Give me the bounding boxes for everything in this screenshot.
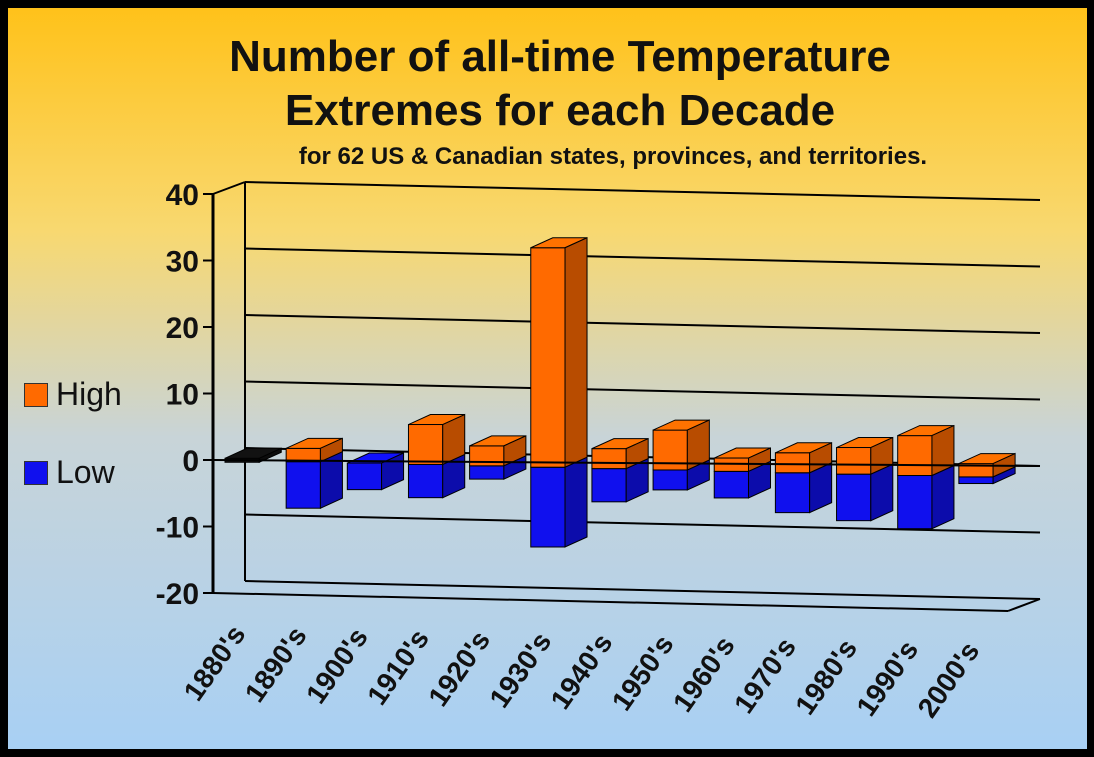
- bar-low: [469, 465, 505, 480]
- gridline: [244, 247, 1041, 268]
- x-tick-label: 1920's: [422, 625, 496, 712]
- y-tick-label: -10: [156, 512, 199, 545]
- y-tick-label: 10: [166, 379, 199, 412]
- x-tick-label: 1910's: [361, 624, 435, 711]
- legend-label-high: High: [56, 376, 122, 412]
- bar-high-side: [686, 419, 710, 471]
- x-tick-label: 1890's: [239, 621, 313, 708]
- bar-low-side: [564, 456, 588, 548]
- y-tick-label: 0: [182, 445, 199, 478]
- bar-low: [652, 469, 688, 491]
- wall-edge: [212, 181, 246, 195]
- gridline: [244, 380, 1041, 401]
- x-tick-label: 1970's: [728, 632, 802, 719]
- chart-plot: 403020100-10-201880's1890's1900's1910's1…: [156, 179, 1041, 723]
- bar-low: [836, 473, 872, 522]
- x-axis-line: [212, 592, 1009, 612]
- bar-high-side: [319, 437, 343, 463]
- bar-high-side: [564, 236, 588, 468]
- bar-high-side: [503, 435, 527, 467]
- gridline: [244, 513, 1041, 534]
- bar-high: [530, 247, 566, 468]
- chart-title: Number of all-time Temperature: [229, 32, 891, 81]
- x-tick-label: 1990's: [850, 635, 924, 722]
- legend-swatch-high: [24, 382, 48, 407]
- bar-high: [897, 435, 933, 477]
- floor-edge: [1007, 598, 1041, 612]
- bar-low: [346, 462, 383, 491]
- bar-low: [958, 476, 994, 485]
- zero-line: [212, 459, 1041, 467]
- gridline: [244, 181, 1041, 201]
- gridline: [244, 580, 1041, 600]
- chart-frame: 40 30 20 10 0 -10 -20 1880's 1890's 1900's 1910's 1…: [8, 8, 1087, 749]
- legend-swatch-low: [24, 460, 48, 485]
- bar-high-side: [442, 413, 466, 466]
- y-tick-label: 30: [166, 246, 199, 279]
- bar-low: [774, 472, 811, 514]
- legend-item-low: Low: [24, 454, 115, 491]
- legend-label-low: Low: [56, 454, 115, 490]
- bar-low: [591, 468, 627, 503]
- bar-low: [407, 463, 444, 499]
- bar-low-side: [931, 464, 955, 530]
- bar-high-side: [747, 447, 771, 473]
- bar-low: [530, 466, 566, 548]
- x-tick-label: 1980's: [789, 633, 863, 720]
- bar-low: [713, 470, 749, 499]
- bar-low: [285, 461, 321, 509]
- bar-low: [897, 475, 933, 530]
- x-tick-label: 1880's: [178, 619, 252, 706]
- bar-high: [407, 424, 444, 465]
- legend-item-high: High: [24, 376, 122, 413]
- y-tick-label: -20: [156, 578, 199, 611]
- chart-subtitle: for 62 US & Canadian states, provinces, …: [298, 143, 928, 170]
- y-tick-label: 40: [166, 179, 199, 212]
- x-tick-label: 1940's: [545, 628, 619, 715]
- x-tick-label: 1950's: [606, 629, 680, 716]
- bar-high: [774, 452, 811, 474]
- gridline: [244, 314, 1041, 334]
- chart-title-line2: Extremes for each Decade: [284, 86, 836, 135]
- bar-high: [836, 447, 872, 475]
- x-tick-label: 1930's: [483, 626, 557, 713]
- bar-high-side: [625, 437, 649, 470]
- y-tick-label: 20: [166, 312, 199, 345]
- x-tick-label: 2000's: [912, 636, 986, 723]
- x-tick-label: 1900's: [300, 622, 374, 709]
- bar-high: [591, 448, 627, 470]
- x-tick-label: 1960's: [667, 630, 741, 717]
